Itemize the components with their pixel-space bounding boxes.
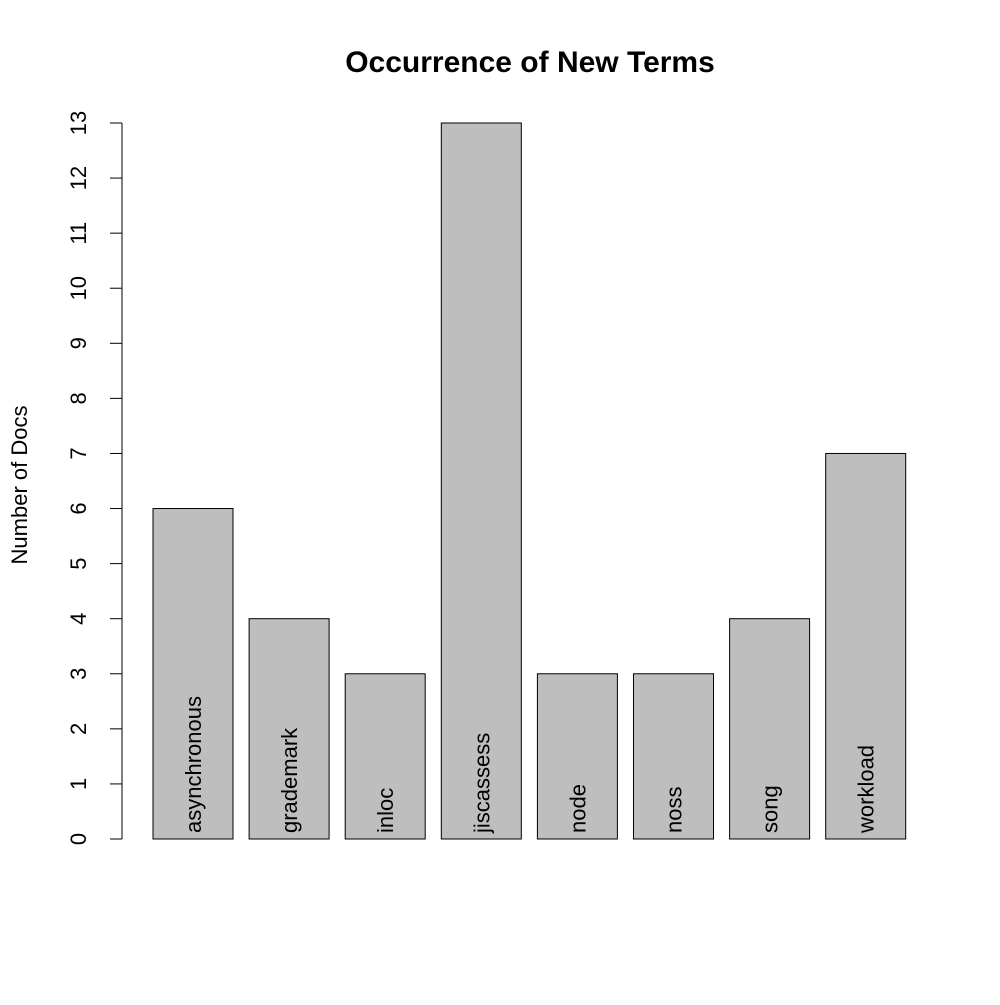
y-tick-label: 0 [66,833,91,845]
bar-song [729,618,811,840]
category-label: workload [854,745,879,834]
bar-grademark [248,618,330,840]
category-label: noss [662,787,687,833]
y-tick-label: 2 [66,723,91,735]
category-label: song [758,785,783,833]
y-tick-label: 4 [66,613,91,625]
category-label: grademark [277,727,302,833]
category-label: inloc [373,788,398,833]
y-tick-label: 3 [66,668,91,680]
bar-node [536,673,618,840]
y-tick-label: 10 [66,276,91,300]
y-tick-label: 5 [66,557,91,569]
y-tick-label: 9 [66,337,91,349]
y-tick-label: 11 [66,222,91,245]
y-axis-label: Number of Docs [7,406,32,565]
y-tick-label: 8 [66,392,91,404]
bar-noss [633,673,714,840]
chart-title: Occurrence of New Terms [345,46,715,79]
y-tick-label: 1 [66,778,91,790]
bar-jiscassess [440,122,522,840]
y-tick-label: 13 [66,111,91,135]
category-label: asynchronous [181,696,206,833]
y-tick-label: 12 [66,166,91,190]
category-label: node [565,784,590,833]
bar-asynchronous [152,508,234,840]
bar-inloc [344,673,426,840]
y-tick-label: 7 [66,447,91,459]
bar-workload [825,452,907,840]
category-labels: asynchronous grademark inloc jiscassess node… [181,696,879,834]
bars [152,122,907,840]
y-tick-label: 6 [66,502,91,514]
category-label: jiscassess [469,733,494,834]
